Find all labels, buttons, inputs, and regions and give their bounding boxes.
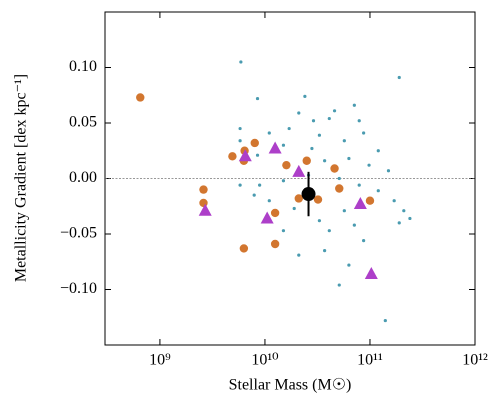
dot [317, 133, 322, 137]
dot [362, 131, 366, 135]
circle-point [228, 152, 237, 161]
dot [303, 94, 307, 98]
dot [255, 96, 260, 101]
dot [311, 119, 316, 123]
circle-point [270, 239, 280, 249]
dot [323, 159, 327, 163]
circle-point [365, 196, 375, 205]
x-tick-label: 10¹⁰ [251, 352, 278, 369]
dot [327, 229, 331, 233]
dot [297, 111, 301, 115]
dot [392, 199, 396, 203]
dot [397, 221, 401, 225]
circle-point [199, 185, 208, 194]
dot [238, 183, 242, 187]
x-axis-label: Stellar Mass (M☉) [229, 377, 352, 394]
dot [310, 146, 314, 151]
circle-point [302, 156, 311, 165]
circle-point [330, 164, 339, 173]
y-tick-label: 0.05 [69, 114, 97, 131]
dot [347, 156, 351, 161]
triangle-point [268, 141, 282, 154]
triangle-point [260, 211, 274, 224]
dot [342, 139, 346, 143]
y-tick-label: −0.10 [60, 280, 97, 297]
circle-point [270, 208, 280, 218]
dot [327, 116, 331, 121]
dot [376, 149, 380, 153]
dot [267, 131, 271, 135]
triangle-point [353, 197, 367, 210]
dot [292, 206, 296, 211]
dot [317, 219, 322, 223]
dot [357, 183, 361, 187]
mean-point [301, 187, 316, 202]
circle-point [335, 184, 344, 193]
y-tick-label: 0.00 [69, 169, 97, 186]
y-tick-label: 0.10 [69, 58, 97, 75]
dot [238, 139, 242, 143]
dot [357, 119, 361, 123]
dot [281, 179, 286, 183]
dot [281, 229, 286, 233]
circle-point [250, 138, 259, 148]
dot [267, 199, 271, 203]
dot [408, 216, 412, 221]
y-tick-label: −0.05 [60, 225, 97, 242]
x-tick-label: 10¹¹ [357, 352, 383, 369]
dot [383, 318, 387, 323]
plot-frame [104, 11, 476, 346]
dot [323, 249, 327, 253]
triangle-point [364, 266, 378, 279]
y-axis-label: Metallicity Gradient [dex kpc⁻¹] [13, 74, 30, 282]
circle-point [136, 93, 145, 102]
dot [255, 153, 260, 157]
dot [376, 189, 380, 193]
dot [352, 103, 356, 107]
dot [347, 263, 351, 267]
circle-point [239, 244, 249, 253]
circle-point [313, 195, 323, 204]
circle-point [282, 160, 291, 170]
dot [362, 239, 366, 243]
dot [281, 143, 286, 147]
x-tick-label: 10¹² [462, 352, 488, 369]
dot [238, 126, 242, 131]
triangle-point [198, 203, 212, 216]
dot [386, 169, 391, 173]
triangle-point [292, 164, 306, 177]
dot [252, 193, 256, 197]
dot [397, 75, 401, 80]
dot [337, 283, 341, 287]
triangle-point [238, 149, 252, 162]
dot [352, 223, 356, 227]
dot [239, 60, 243, 64]
circle-point [294, 194, 303, 203]
dot [342, 209, 346, 213]
dot [297, 253, 301, 257]
dot [402, 209, 406, 213]
dot [258, 183, 262, 187]
dot [337, 176, 341, 181]
x-tick-label: 10⁹ [149, 352, 171, 369]
dot [367, 163, 371, 167]
circle-point [199, 198, 208, 208]
dot [287, 126, 291, 131]
dot [332, 109, 337, 113]
